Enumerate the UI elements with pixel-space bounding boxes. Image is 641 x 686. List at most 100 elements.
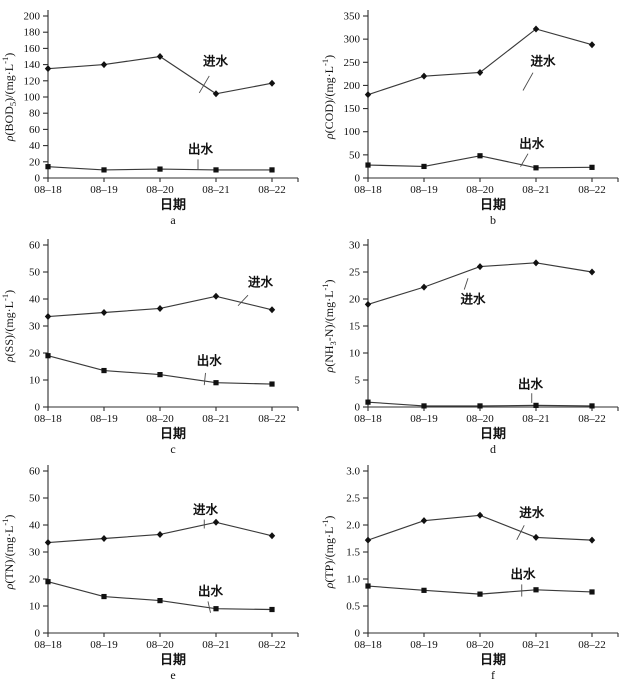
square-marker xyxy=(45,353,51,359)
chart-letter-b: b xyxy=(490,213,496,227)
y-tick-label: 100 xyxy=(344,126,361,138)
b-x-axis-title: 日期 xyxy=(480,197,506,212)
y-tick-label: 150 xyxy=(344,103,361,115)
y-tick-label: 50 xyxy=(349,149,361,161)
diamond-marker xyxy=(44,539,52,547)
y-tick-label: 3.0 xyxy=(346,466,360,478)
e-influent-label: 进水 xyxy=(193,502,219,517)
y-tick-label: 0 xyxy=(355,402,361,414)
d-effluent-label: 出水 xyxy=(518,376,544,391)
chart-d-canvas: 0 5 10 15 20 25 30 08–18 08–19 08–20 08–21 08–22 进水出… xyxy=(320,239,619,455)
effluent-leader-line xyxy=(203,372,206,386)
effluent-leader-line xyxy=(207,601,211,613)
e-influent-series: 进水 xyxy=(44,502,276,547)
e-effluent-label: 出水 xyxy=(198,584,224,599)
x-tick-label: 08–21 xyxy=(202,639,230,651)
x-tick-label: 08–22 xyxy=(578,184,606,196)
c-effluent-series: 出水 xyxy=(45,353,275,387)
y-tick-label: 120 xyxy=(24,75,41,87)
y-tick-label: 100 xyxy=(24,92,41,104)
x-tick-label: 08–19 xyxy=(90,639,118,651)
y-tick-label: 80 xyxy=(29,108,41,120)
y-tick-label: 10 xyxy=(29,601,41,613)
x-tick-label: 08–19 xyxy=(410,184,438,196)
c-influent-series: 进水 xyxy=(44,274,276,321)
y-tick-label: 200 xyxy=(24,11,41,23)
diamond-marker xyxy=(156,530,164,538)
e-y-axis-title: ρ(TN)/(mg·L-1) xyxy=(0,515,16,591)
f-influent-series: 进水 xyxy=(364,505,596,544)
square-marker xyxy=(421,587,427,593)
y-tick-label: 350 xyxy=(344,11,361,23)
square-marker xyxy=(157,598,163,604)
y-tick-label: 200 xyxy=(344,80,361,92)
f-influent-label: 进水 xyxy=(519,505,545,520)
square-marker xyxy=(477,403,483,409)
x-tick-label: 08–20 xyxy=(146,639,174,651)
diamond-marker xyxy=(588,536,596,544)
y-tick-label: 1.0 xyxy=(346,574,360,586)
x-tick-label: 08–21 xyxy=(522,639,550,651)
chart-letter-e: e xyxy=(170,668,175,682)
b-influent-label: 进水 xyxy=(530,53,556,68)
y-tick-label: 250 xyxy=(344,57,361,69)
y-tick-label: 20 xyxy=(29,348,41,360)
y-tick-label: 0 xyxy=(35,173,41,185)
a-influent-series: 进水 xyxy=(44,53,276,98)
y-tick-label: 40 xyxy=(29,520,41,532)
chart-a-canvas: 0 20 40 60 80 100 120 140 160 180 200 08–18 08–19 08–… xyxy=(0,10,299,227)
diamond-marker xyxy=(212,518,220,526)
y-tick-label: 300 xyxy=(344,34,361,46)
x-tick-label: 08–18 xyxy=(34,184,62,196)
f-x-axis-title: 日期 xyxy=(480,652,506,667)
x-tick-label: 08–18 xyxy=(354,413,382,425)
x-tick-label: 08–22 xyxy=(578,639,606,651)
diamond-marker xyxy=(532,25,540,33)
diamond-marker xyxy=(44,313,52,321)
influent-line xyxy=(367,28,593,96)
diamond-marker xyxy=(420,283,428,291)
y-tick-label: 2.0 xyxy=(346,520,360,532)
a-y-axis-title: ρ(BOD5)/(mg·L-1) xyxy=(0,53,18,142)
diamond-marker xyxy=(364,300,372,308)
diamond-marker xyxy=(532,259,540,267)
diamond-marker xyxy=(476,511,484,519)
y-tick-label: 60 xyxy=(29,124,41,136)
y-tick-label: 0 xyxy=(35,628,41,640)
a-effluent-series: 出水 xyxy=(45,142,275,173)
square-marker xyxy=(365,162,371,168)
b-effluent-label: 出水 xyxy=(519,136,545,151)
square-marker xyxy=(365,583,371,589)
e-x-axis-title: 日期 xyxy=(160,652,186,667)
x-tick-label: 08–18 xyxy=(34,639,62,651)
y-tick-label: 30 xyxy=(349,240,361,252)
a-effluent-label: 出水 xyxy=(188,142,214,157)
chart-letter-a: a xyxy=(170,213,176,227)
b-influent-series: 进水 xyxy=(364,25,596,99)
x-tick-label: 08–21 xyxy=(202,413,230,425)
c-effluent-label: 出水 xyxy=(197,353,223,368)
y-tick-label: 5 xyxy=(355,375,361,387)
y-tick-label: 30 xyxy=(29,321,41,333)
square-marker xyxy=(101,593,107,600)
c-x-axis-title: 日期 xyxy=(160,426,186,441)
diamond-marker xyxy=(588,41,596,49)
y-tick-label: 0 xyxy=(35,402,41,414)
square-marker xyxy=(421,163,427,170)
y-tick-label: 40 xyxy=(29,140,41,152)
a-influent-label: 进水 xyxy=(203,53,229,68)
diamond-marker xyxy=(268,306,276,314)
y-tick-label: 20 xyxy=(29,156,41,168)
square-marker xyxy=(269,167,275,173)
y-tick-label: 10 xyxy=(349,348,361,360)
square-marker xyxy=(589,164,595,170)
d-x-axis-title: 日期 xyxy=(480,426,506,441)
f-effluent-series: 出水 xyxy=(365,567,595,597)
y-tick-label: 10 xyxy=(29,375,41,387)
diamond-marker xyxy=(212,90,220,98)
influent-leader-line xyxy=(522,72,534,91)
diamond-marker xyxy=(268,532,276,540)
chart-d: 0 5 10 15 20 25 30 08–18 08–19 08–20 08–21 08–22 进水出… xyxy=(320,229,641,455)
diamond-marker xyxy=(100,535,108,542)
chart-b-canvas: 0 50 100 150 200 250 300 350 08–18 08–19 08–20 08–2… xyxy=(320,10,619,227)
